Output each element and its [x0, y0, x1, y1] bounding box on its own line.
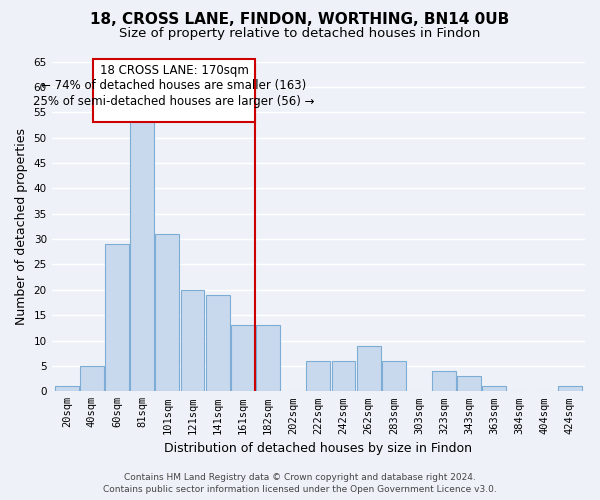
Text: 25% of semi-detached houses are larger (56) →: 25% of semi-detached houses are larger (… — [34, 94, 315, 108]
Text: Size of property relative to detached houses in Findon: Size of property relative to detached ho… — [119, 28, 481, 40]
Bar — [130, 118, 154, 392]
X-axis label: Distribution of detached houses by size in Findon: Distribution of detached houses by size … — [164, 442, 472, 455]
Text: ← 74% of detached houses are smaller (163): ← 74% of detached houses are smaller (16… — [41, 80, 307, 92]
Bar — [256, 326, 280, 392]
Text: 18 CROSS LANE: 170sqm: 18 CROSS LANE: 170sqm — [100, 64, 248, 77]
Bar — [80, 366, 104, 392]
Bar — [356, 346, 380, 392]
Bar — [181, 290, 205, 392]
Bar — [307, 361, 330, 392]
Bar — [332, 361, 355, 392]
Bar — [55, 386, 79, 392]
Bar — [482, 386, 506, 392]
Bar — [457, 376, 481, 392]
FancyBboxPatch shape — [93, 59, 255, 122]
Bar — [206, 295, 230, 392]
Y-axis label: Number of detached properties: Number of detached properties — [15, 128, 28, 325]
Bar — [558, 386, 582, 392]
Bar — [382, 361, 406, 392]
Bar — [155, 234, 179, 392]
Bar — [105, 244, 129, 392]
Text: 18, CROSS LANE, FINDON, WORTHING, BN14 0UB: 18, CROSS LANE, FINDON, WORTHING, BN14 0… — [91, 12, 509, 28]
Text: Contains HM Land Registry data © Crown copyright and database right 2024.
Contai: Contains HM Land Registry data © Crown c… — [103, 472, 497, 494]
Bar — [432, 371, 456, 392]
Bar — [231, 326, 255, 392]
